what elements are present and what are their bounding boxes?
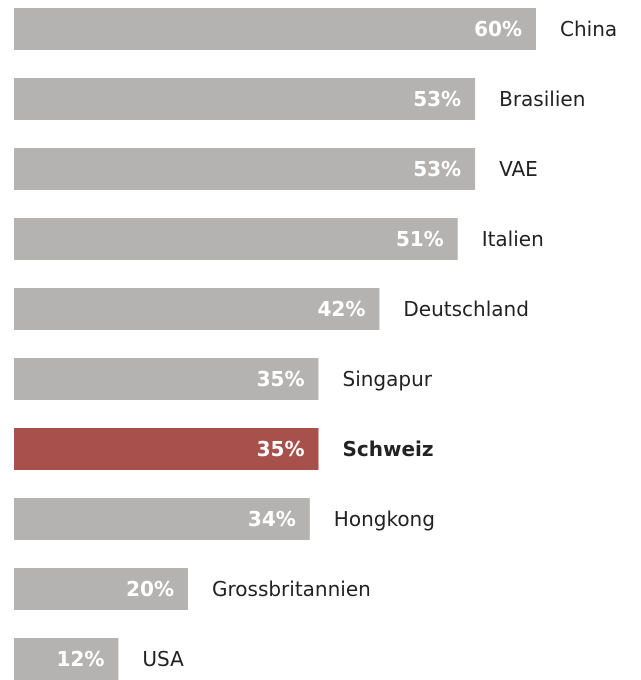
bar: [14, 78, 476, 120]
category-label: Singapur: [343, 367, 433, 391]
value-label: 12%: [57, 647, 105, 671]
value-label: 35%: [257, 437, 305, 461]
bar: [14, 148, 476, 190]
category-label: Italien: [482, 227, 544, 251]
bar: [14, 288, 380, 330]
value-label: 34%: [248, 507, 296, 531]
category-label: China: [560, 17, 617, 41]
bar: [14, 218, 458, 260]
value-label: 51%: [396, 227, 444, 251]
value-label: 42%: [318, 297, 366, 321]
value-label: 35%: [257, 367, 305, 391]
category-label: Brasilien: [499, 87, 585, 111]
category-label: USA: [142, 647, 184, 671]
value-label: 60%: [474, 17, 522, 41]
bar: [14, 568, 188, 610]
bar: [14, 428, 319, 470]
category-label: VAE: [499, 157, 538, 181]
bar: [14, 358, 319, 400]
category-label: Grossbritannien: [212, 577, 371, 601]
value-label: 20%: [126, 577, 174, 601]
value-label: 53%: [413, 157, 461, 181]
category-label: Deutschland: [403, 297, 529, 321]
value-label: 53%: [413, 87, 461, 111]
bar: [14, 8, 536, 50]
category-label: Hongkong: [334, 507, 435, 531]
bar: [14, 498, 310, 540]
bar: [14, 638, 119, 680]
category-label: Schweiz: [343, 437, 434, 461]
